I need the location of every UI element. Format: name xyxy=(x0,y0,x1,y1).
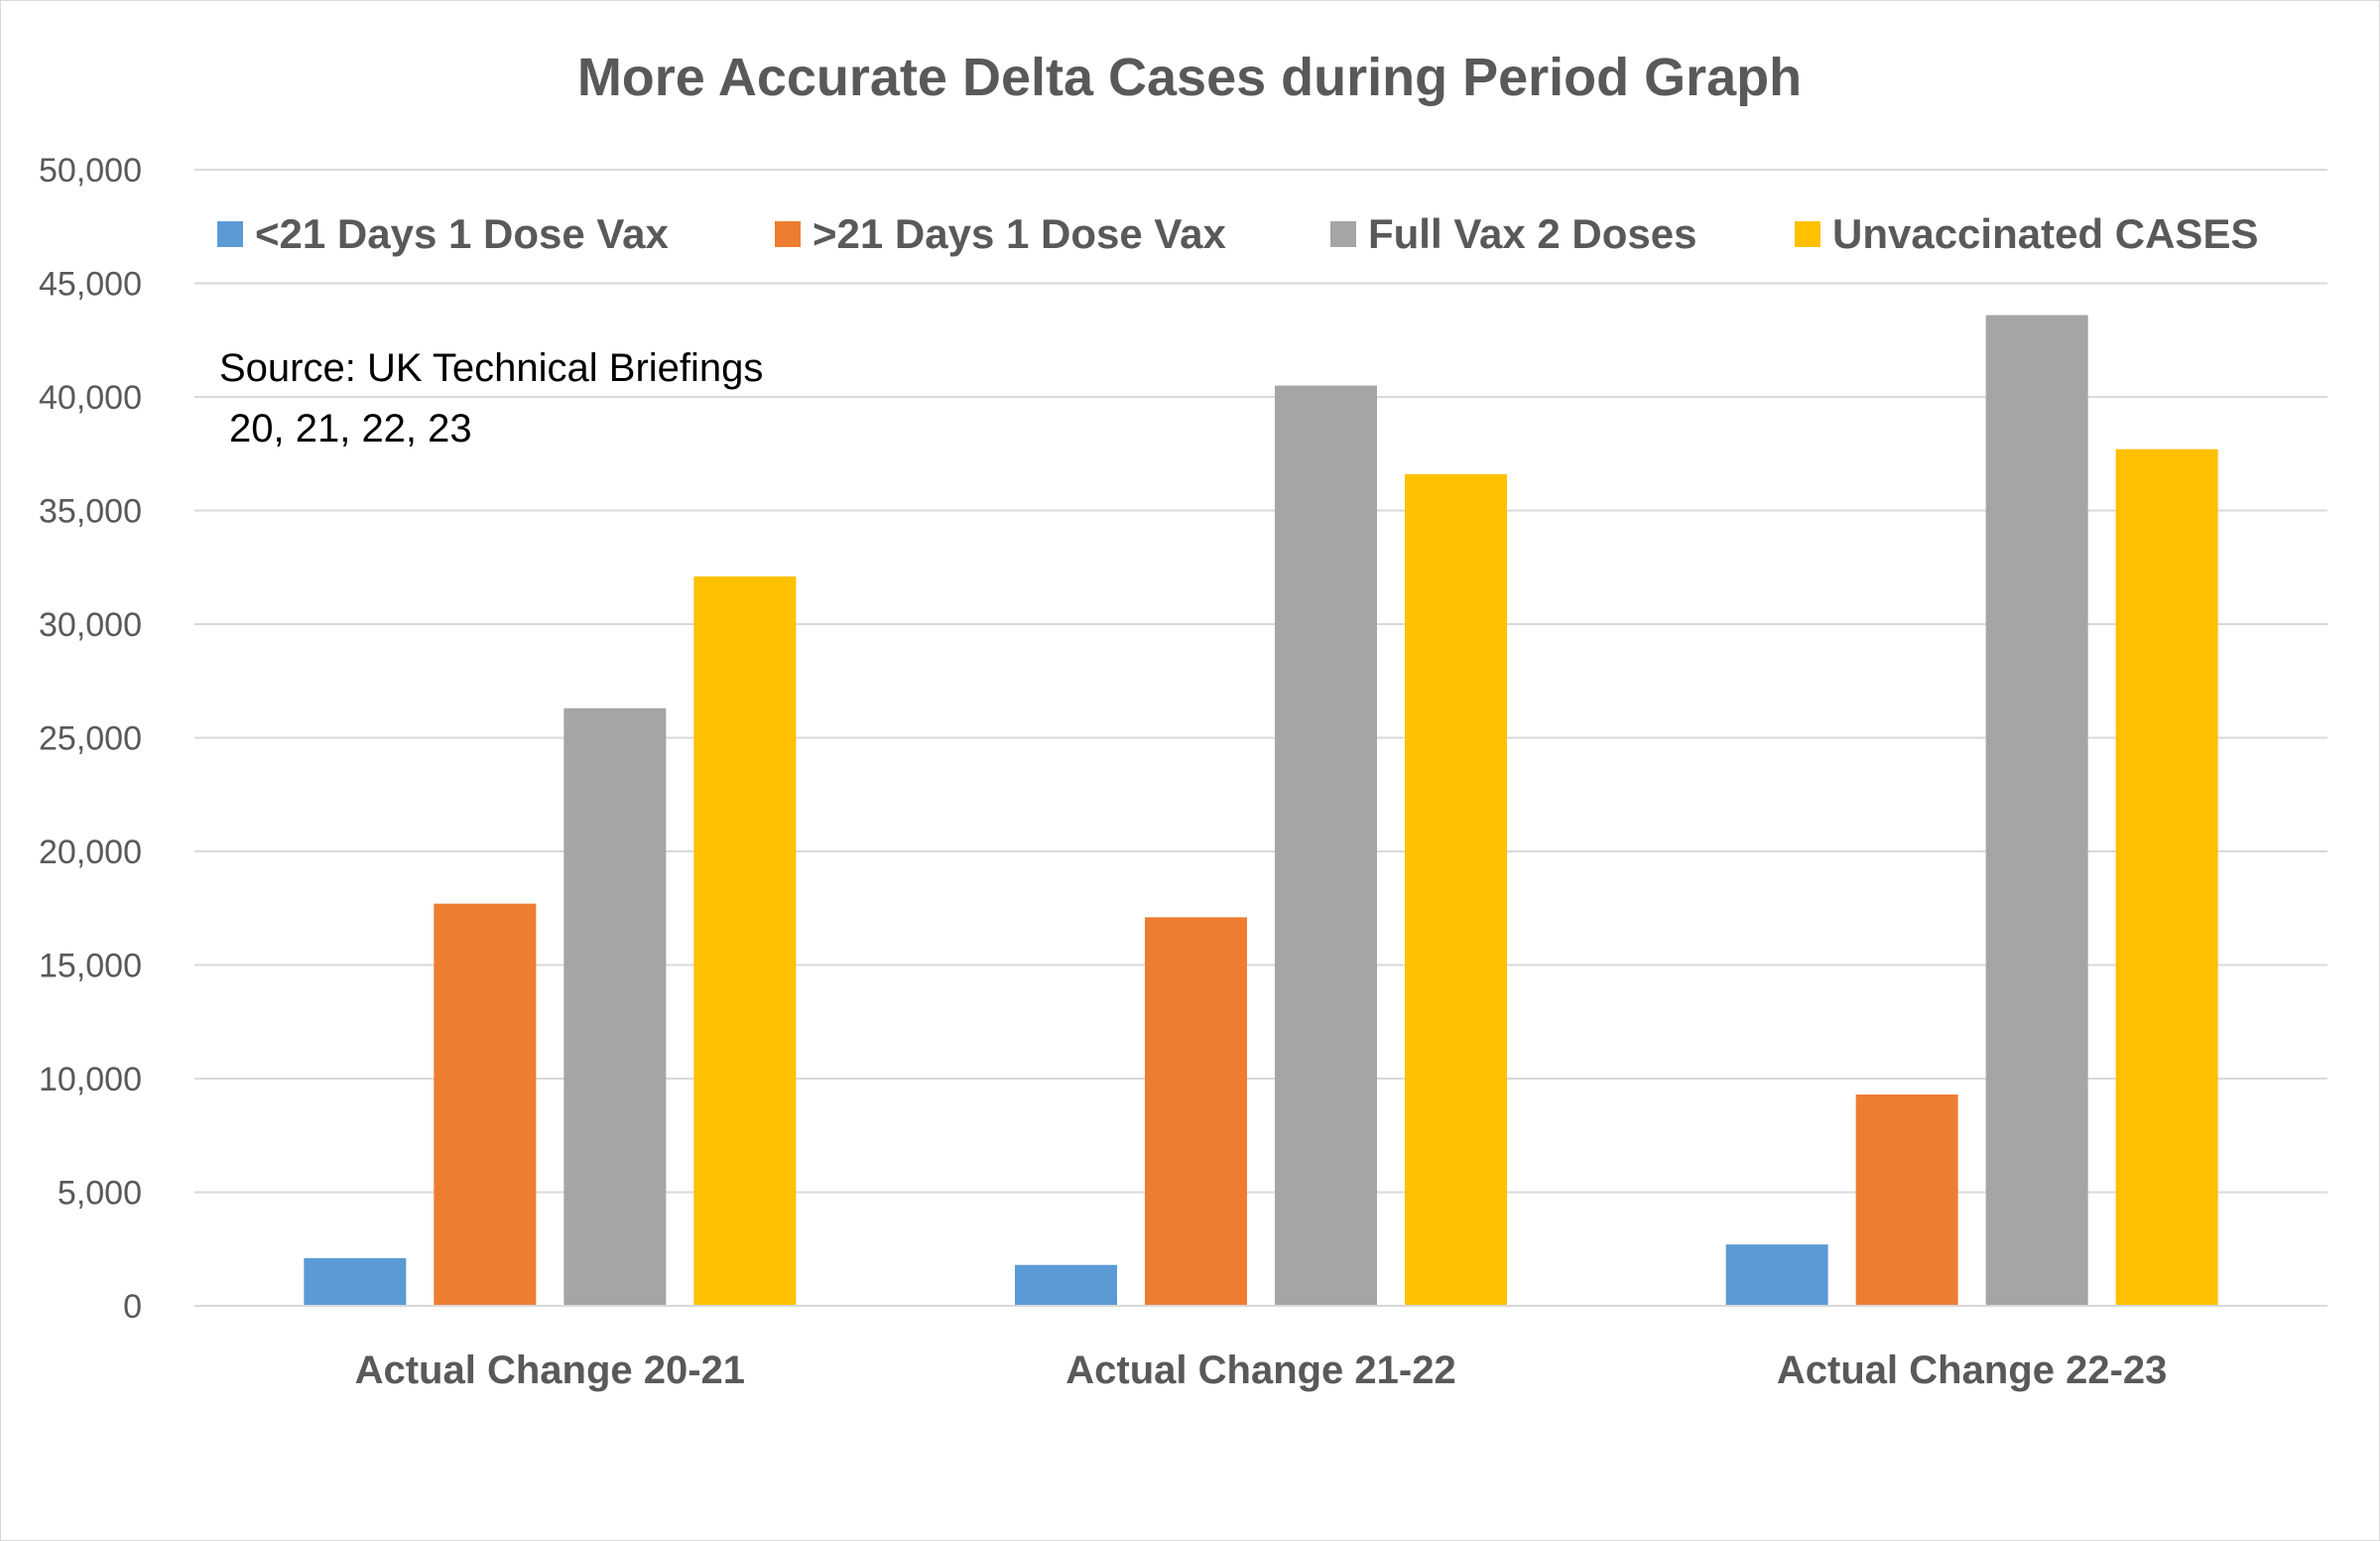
y-tick-label: 35,000 xyxy=(39,493,142,531)
bar-4-3 xyxy=(2115,449,2218,1306)
y-tick-label: 0 xyxy=(123,1288,142,1326)
y-tick-label: 30,000 xyxy=(39,606,142,644)
chart-title: More Accurate Delta Cases during Period … xyxy=(577,48,1802,107)
y-tick-label: 10,000 xyxy=(39,1061,142,1098)
legend: <21 Days 1 Dose Vax >21 Days 1 Dose Vax Fu… xyxy=(217,210,2258,257)
legend-label: Unvaccinated CASES xyxy=(1832,210,2258,257)
bar-3-1 xyxy=(564,707,667,1306)
x-axis: Actual Change 20-21 Actual Change 21-22 Ac… xyxy=(194,1305,2327,1392)
legend-label: Full Vax 2 Doses xyxy=(1368,210,1697,257)
source-annotation-line-1: Source: UK Technical Briefings xyxy=(219,346,763,390)
bar-3-3 xyxy=(1985,315,2088,1306)
y-tick-label: 15,000 xyxy=(39,948,142,985)
y-tick-label: 40,000 xyxy=(39,379,142,417)
bar-1-3 xyxy=(1725,1244,1828,1306)
y-tick-label: 25,000 xyxy=(39,720,142,758)
bar-2-2 xyxy=(1145,917,1247,1306)
y-tick-label: 5,000 xyxy=(58,1175,142,1213)
x-tick-label: Actual Change 22-23 xyxy=(1777,1348,2167,1392)
legend-label: <21 Days 1 Dose Vax xyxy=(255,210,669,257)
legend-swatch xyxy=(217,221,243,247)
bar-1-2 xyxy=(1015,1264,1117,1306)
legend-swatch xyxy=(775,221,801,247)
bars xyxy=(304,315,2218,1306)
legend-label: >21 Days 1 Dose Vax xyxy=(813,210,1226,257)
bar-3-2 xyxy=(1275,385,1377,1306)
legend-swatch xyxy=(1795,221,1820,247)
bar-2-3 xyxy=(1855,1094,1958,1306)
gridlines xyxy=(194,169,2327,1307)
y-tick-label: 45,000 xyxy=(39,266,142,304)
source-annotation-line-2: 20, 21, 22, 23 xyxy=(229,407,472,450)
y-axis: 0 5,000 10,000 15,000 20,000 25,000 30,000 35,0… xyxy=(39,152,142,1326)
x-tick-label: Actual Change 21-22 xyxy=(1065,1348,1455,1392)
legend-swatch xyxy=(1330,221,1356,247)
bar-1-1 xyxy=(304,1257,407,1306)
y-tick-label: 20,000 xyxy=(39,834,142,871)
x-tick-label: Actual Change 20-21 xyxy=(355,1348,745,1392)
bar-4-1 xyxy=(693,576,797,1306)
bar-4-2 xyxy=(1405,473,1507,1306)
y-tick-label: 50,000 xyxy=(39,152,142,190)
bar-2-1 xyxy=(434,903,537,1306)
